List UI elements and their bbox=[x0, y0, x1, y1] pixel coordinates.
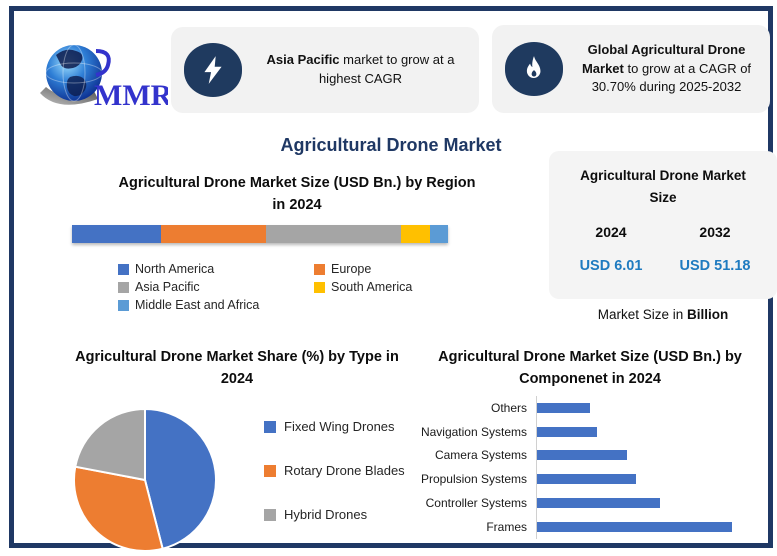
lightning-icon bbox=[184, 43, 242, 97]
legend-swatch bbox=[118, 299, 129, 311]
category-label: Camera Systems bbox=[434, 448, 527, 463]
legend-item-middle-east-and-africa: Middle East and Africa bbox=[118, 298, 314, 312]
callout-bold-text: Asia Pacific bbox=[266, 52, 340, 68]
legend-item-rotary-drone-blades: Rotary Drone Blades bbox=[264, 463, 405, 478]
legend-swatch bbox=[264, 420, 276, 433]
legend-label: Fixed Wing Drones bbox=[284, 419, 395, 434]
legend-label: Rotary Drone Blades bbox=[284, 463, 405, 478]
bar bbox=[537, 498, 660, 509]
pie-slice-rotary-drone-blades bbox=[73, 465, 164, 552]
region-legend: North America Europe Asia Pacific South Ame… bbox=[118, 262, 458, 312]
card-title: Agricultural Drone Market Size bbox=[580, 168, 746, 205]
callout-rest-text: market to grow at a highest CAGR bbox=[318, 52, 455, 86]
logo-swoosh bbox=[95, 49, 111, 77]
region-stacked-bar bbox=[72, 225, 448, 243]
pie-slice-hybrid-drones bbox=[74, 407, 146, 482]
pie-slice-fixed-wing-drones bbox=[144, 407, 217, 550]
bar bbox=[537, 521, 732, 532]
legend-label: Hybrid Drones bbox=[284, 507, 368, 522]
legend-swatch bbox=[314, 263, 325, 275]
bar bbox=[537, 450, 627, 461]
outer-frame: MMR Asia Pacific market to grow at a hig… bbox=[9, 6, 777, 552]
region-chart-title: Agricultural Drone Market Size (USD Bn.)… bbox=[118, 175, 476, 213]
bar-track bbox=[536, 419, 768, 444]
bar-track bbox=[536, 514, 768, 539]
legend-label: Europe bbox=[331, 262, 372, 276]
market-size-caption: Market Size in Billion bbox=[549, 307, 777, 322]
bar-segment-middle-east-and-africa bbox=[429, 225, 448, 243]
year-2032-label: 2032 bbox=[699, 224, 731, 241]
bar-segment-europe bbox=[160, 225, 266, 243]
type-share-pie-chart bbox=[71, 406, 219, 554]
bar-segment-north-america bbox=[72, 225, 161, 243]
pie-chart-title: Agricultural Drone Market Share (%) by T… bbox=[75, 349, 399, 387]
category-label: Navigation Systems bbox=[420, 424, 527, 439]
logo-text: MMR bbox=[94, 79, 168, 112]
bar bbox=[537, 402, 590, 413]
page-title: Agricultural Drone Market bbox=[280, 135, 502, 155]
value-2032: USD 51.18 bbox=[679, 258, 751, 275]
category-label: Frames bbox=[486, 519, 527, 534]
callout-global-market: Global Agricultural Drone Market to grow… bbox=[492, 25, 770, 113]
legend-item-europe: Europe bbox=[314, 262, 458, 276]
callout-rest-text: to grow at a CAGR of 30.70% during 2025-… bbox=[591, 60, 752, 95]
category-label: Controller Systems bbox=[425, 496, 527, 511]
flame-icon bbox=[505, 42, 563, 96]
callout-text: Asia Pacific market to grow at a highest… bbox=[242, 51, 479, 89]
callout-asia-pacific: Asia Pacific market to grow at a highest… bbox=[171, 27, 479, 113]
comp-row-navigation-systems: Navigation Systems bbox=[412, 419, 768, 444]
bar-segment-asia-pacific bbox=[266, 225, 402, 243]
legend-item-south-america: South America bbox=[314, 280, 458, 294]
legend-swatch bbox=[264, 508, 276, 521]
comp-row-camera-systems: Camera Systems bbox=[412, 443, 768, 468]
market-size-card: Agricultural Drone Market Size 2024 2032… bbox=[549, 151, 777, 299]
legend-label: South America bbox=[331, 280, 413, 294]
legend-label: Middle East and Africa bbox=[135, 298, 260, 312]
legend-label: Asia Pacific bbox=[135, 280, 200, 294]
legend-swatch bbox=[314, 281, 325, 293]
legend-item-asia-pacific: Asia Pacific bbox=[118, 280, 314, 294]
bar-segment-south-america bbox=[401, 225, 430, 243]
comp-row-frames: Frames bbox=[412, 514, 768, 539]
legend-swatch bbox=[118, 281, 129, 293]
bar bbox=[537, 426, 598, 437]
bar-track bbox=[536, 491, 768, 515]
legend-swatch bbox=[264, 464, 276, 477]
year-2024-label: 2024 bbox=[595, 224, 627, 241]
legend-label: North America bbox=[135, 262, 215, 276]
pie-legend: Fixed Wing Drones Rotary Drone Blades Hybr… bbox=[264, 419, 405, 522]
category-label: Propulsion Systems bbox=[420, 472, 527, 487]
globe-icon bbox=[40, 44, 103, 105]
legend-item-north-america: North America bbox=[118, 262, 314, 276]
callout-bold-text: Global Agricultural Drone Market bbox=[581, 41, 746, 76]
mmr-logo: MMR bbox=[40, 44, 168, 112]
callout-text: Global Agricultural Drone Market to grow… bbox=[563, 41, 770, 98]
legend-swatch bbox=[118, 263, 129, 275]
bar bbox=[537, 474, 637, 485]
legend-item-hybrid-drones: Hybrid Drones bbox=[264, 507, 405, 522]
comp-row-others: Others bbox=[412, 396, 768, 420]
comp-row-propulsion-systems: Propulsion Systems bbox=[412, 467, 768, 492]
bar-track bbox=[536, 467, 768, 492]
caption-bold: Billion bbox=[687, 307, 729, 322]
value-2024: USD 6.01 bbox=[579, 258, 643, 275]
bar-track bbox=[536, 443, 768, 468]
component-bar-chart: Others Navigation Systems Camera Systems Pr… bbox=[412, 396, 768, 539]
bar-track bbox=[536, 396, 768, 420]
component-chart-title: Agricultural Drone Market Size (USD Bn.)… bbox=[438, 349, 742, 387]
caption-prefix: Market Size in bbox=[597, 307, 688, 322]
legend-item-fixed-wing-drones: Fixed Wing Drones bbox=[264, 419, 405, 434]
category-label: Others bbox=[490, 400, 527, 415]
comp-row-controller-systems: Controller Systems bbox=[412, 491, 768, 515]
